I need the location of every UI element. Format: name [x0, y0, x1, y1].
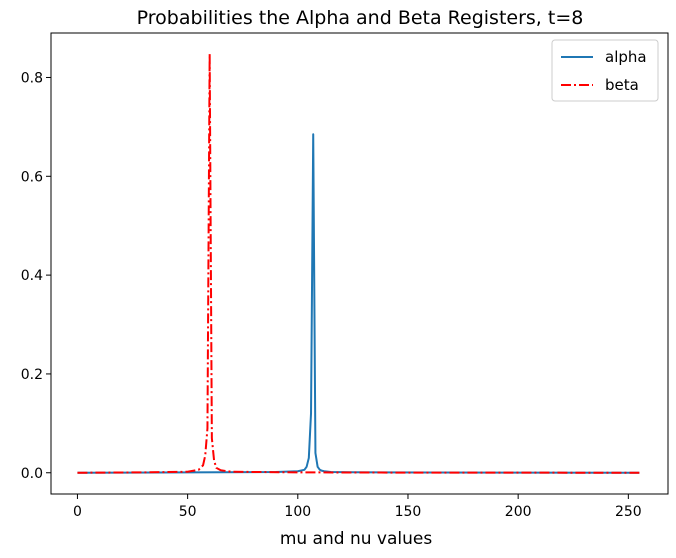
y-tick-label: 0.0: [21, 466, 43, 482]
legend-alpha-label: alpha: [605, 48, 647, 66]
series-line-beta: [77, 52, 640, 474]
x-tick-label: 250: [615, 504, 642, 520]
y-axis: 0.0 0.2 0.4 0.6 0.8: [21, 70, 51, 482]
legend-beta-label: beta: [605, 76, 639, 94]
x-axis-label: mu and nu values: [280, 529, 433, 549]
y-tick-label: 0.2: [21, 367, 43, 383]
plot-lines: [77, 52, 640, 474]
y-tick-label: 0.8: [21, 70, 43, 86]
x-tick-label: 50: [179, 504, 197, 520]
x-tick-label: 100: [284, 504, 311, 520]
y-tick-label: 0.6: [21, 169, 43, 185]
x-tick-label: 200: [505, 504, 532, 520]
legend: alpha beta: [551, 39, 659, 102]
x-tick-label: 150: [395, 504, 422, 520]
plot-frame: [50, 32, 669, 495]
x-tick-label: 0: [73, 504, 82, 520]
series-line-alpha: [77, 133, 640, 474]
chart-title: Probabilities the Alpha and Beta Registe…: [137, 7, 584, 29]
legend-box: [551, 39, 659, 102]
x-axis: 0 50 100 150 200 250: [73, 494, 642, 520]
y-tick-label: 0.4: [21, 268, 43, 284]
